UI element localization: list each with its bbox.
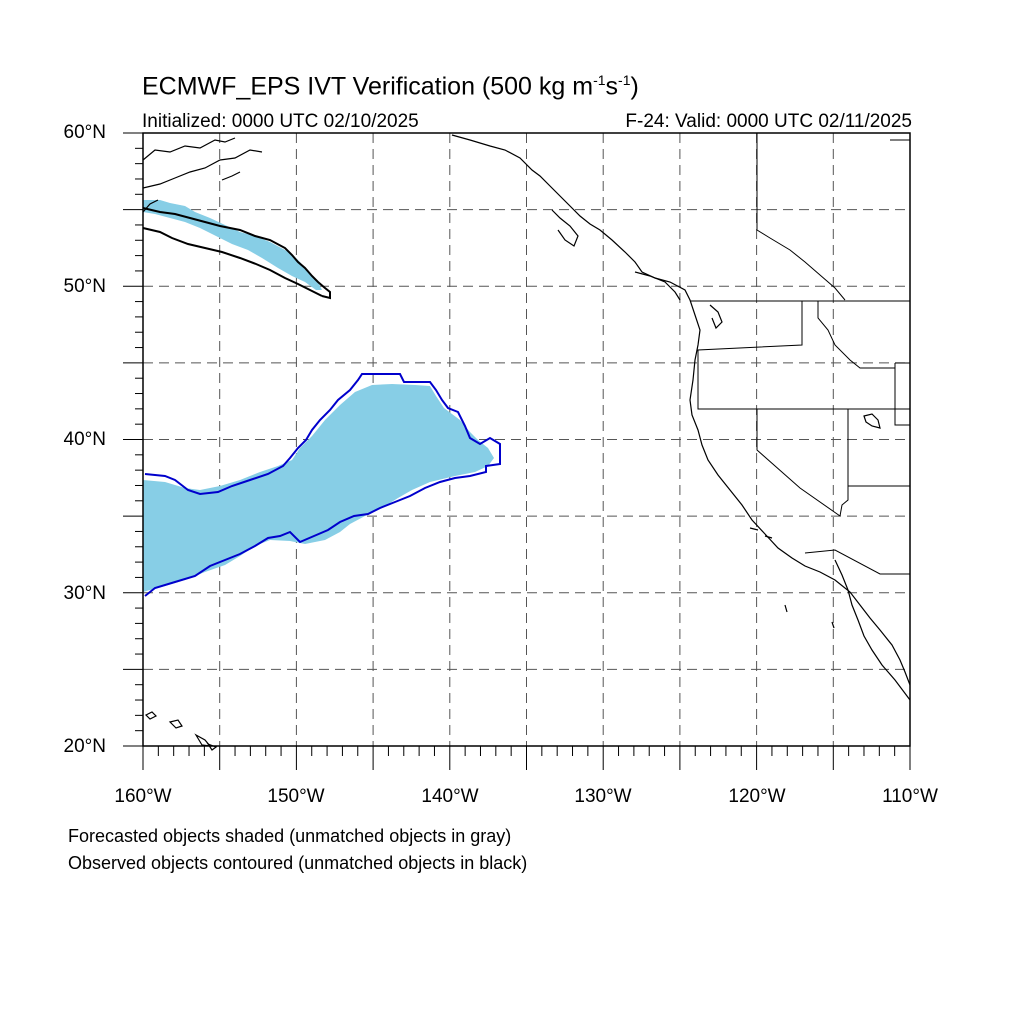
plot-frame bbox=[142, 132, 911, 747]
lat-label-50: 50°N bbox=[63, 276, 106, 297]
lat-label-20: 20°N bbox=[63, 736, 106, 757]
observed-contour-main bbox=[144, 373, 501, 597]
lon-label-130w: 130°W bbox=[574, 786, 632, 807]
title-text-end: ) bbox=[630, 72, 639, 101]
lat-label-30: 30°N bbox=[63, 583, 106, 604]
forecast-object-main bbox=[143, 384, 494, 592]
lat-label-60: 60°N bbox=[63, 122, 106, 143]
lon-label-160w: 160°W bbox=[114, 786, 172, 807]
observed-contour-north-upper bbox=[142, 207, 331, 300]
valid-time-label: F-24: Valid: 0000 UTC 02/11/2025 bbox=[625, 111, 912, 132]
lat-label-40: 40°N bbox=[63, 429, 106, 450]
title-exponent-1: -1 bbox=[593, 72, 606, 88]
forecast-object-north bbox=[143, 200, 322, 290]
lon-label-110w: 110°W bbox=[882, 786, 938, 807]
observed-note: Observed objects contoured (unmatched ob… bbox=[68, 853, 528, 873]
forecast-note: Forecasted objects shaded (unmatched obj… bbox=[68, 826, 512, 846]
title-exponent-2: -1 bbox=[618, 72, 631, 88]
title-text-mid: s bbox=[605, 72, 619, 101]
map-title: ECMWF_EPS IVT Verification (500 kg m-1s-… bbox=[142, 72, 639, 101]
lon-label-120w: 120°W bbox=[728, 786, 786, 807]
graticule-grid bbox=[143, 133, 910, 746]
title-text: ECMWF_EPS IVT Verification (500 kg m bbox=[142, 72, 594, 101]
axis-ticks bbox=[123, 132, 911, 770]
lon-label-150w: 150°W bbox=[267, 786, 325, 807]
observed-contour-north-lower bbox=[142, 227, 323, 297]
initialized-label: Initialized: 0000 UTC 02/10/2025 bbox=[142, 111, 419, 132]
lon-label-140w: 140°W bbox=[421, 786, 479, 807]
coastlines bbox=[142, 134, 911, 751]
boundaries bbox=[690, 133, 911, 575]
